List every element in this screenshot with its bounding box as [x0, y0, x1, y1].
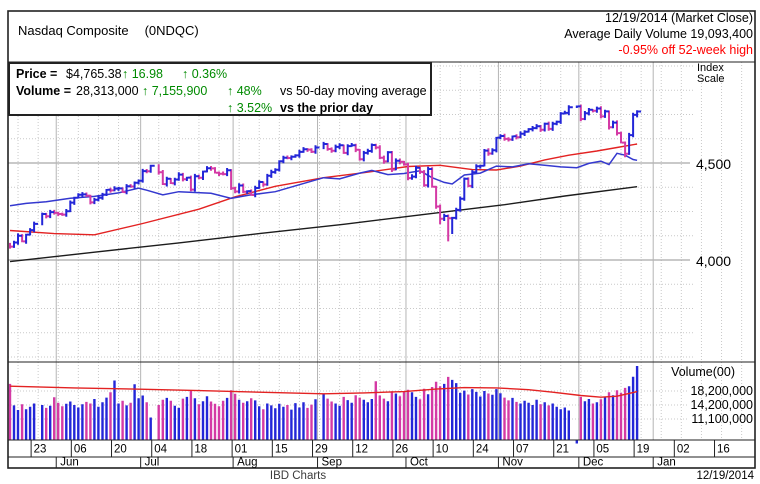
volume-value: 28,313,000 [76, 84, 139, 98]
price-label: Price = [16, 67, 58, 81]
svg-text:02: 02 [677, 444, 690, 456]
svg-text:20: 20 [114, 444, 127, 456]
svg-text:12: 12 [355, 444, 368, 456]
svg-text:24: 24 [476, 444, 489, 456]
volume-change: ↑ 7,155,900 [142, 84, 208, 98]
svg-text:29: 29 [315, 444, 328, 456]
volume-label: Volume = [16, 84, 71, 98]
index-symbol: (0NDQC) [144, 23, 199, 38]
svg-text:Oct: Oct [410, 457, 429, 469]
svg-text:04: 04 [154, 444, 167, 456]
volume-axis-label-2: 14,200,000 [690, 398, 753, 412]
index-scale-label: Index Scale [697, 62, 725, 85]
quote-info-box: Price = $4,765.38 ↑ 16.98 ↑ 0.36% Volume… [8, 62, 432, 116]
svg-text:06: 06 [74, 444, 87, 456]
off-52-week-high: -0.95% off 52-week high [618, 43, 753, 57]
price-value: $4,765.38 [66, 67, 122, 81]
svg-text:07: 07 [516, 444, 529, 456]
svg-text:Sep: Sep [322, 457, 342, 469]
svg-text:15: 15 [275, 444, 288, 456]
price-axis-label-4000: 4,000 [696, 253, 732, 269]
svg-text:Jul: Jul [145, 457, 160, 469]
volume-axis-label-3: 11,100,000 [691, 412, 753, 426]
volume-prior-pct: ↑ 3.52% [227, 101, 273, 115]
price-axis-label-4500: 4,500 [696, 156, 732, 172]
svg-text:Jun: Jun [60, 457, 79, 469]
footer-date: 12/19/2014 [696, 470, 754, 482]
chart-source-brand: IBD Charts [269, 470, 327, 482]
volume-axis-title: Volume(00) [671, 365, 735, 379]
svg-text:05: 05 [596, 444, 609, 456]
svg-text:21: 21 [556, 444, 569, 456]
chart-header: Nasdaq Composite (0NDQC) [18, 23, 199, 38]
svg-text:16: 16 [717, 444, 730, 456]
svg-text:Jan: Jan [657, 457, 676, 469]
svg-text:26: 26 [395, 444, 408, 456]
svg-text:01: 01 [235, 444, 248, 456]
svg-text:23: 23 [34, 444, 47, 456]
volume-vs-prior-label: vs the prior day [280, 101, 374, 115]
price-change-pct: ↑ 0.36% [182, 67, 228, 81]
index-title: Nasdaq Composite [18, 23, 129, 38]
svg-text:Dec: Dec [583, 457, 604, 469]
volume-change-pct: ↑ 48% [227, 84, 262, 98]
market-close-date: 12/19/2014 (Market Close) [605, 11, 753, 25]
price-change: ↑ 16.98 [122, 67, 164, 81]
svg-text:18: 18 [194, 444, 207, 456]
volume-vs-avg-label: vs 50-day moving average [280, 84, 427, 98]
svg-text:10: 10 [436, 444, 449, 456]
volume-axis-label-1: 18,200,000 [690, 384, 753, 398]
svg-text:Nov: Nov [502, 457, 523, 469]
svg-text:Aug: Aug [237, 457, 257, 469]
svg-text:19: 19 [637, 444, 650, 456]
average-daily-volume: Average Daily Volume 19,093,400 [564, 27, 753, 41]
